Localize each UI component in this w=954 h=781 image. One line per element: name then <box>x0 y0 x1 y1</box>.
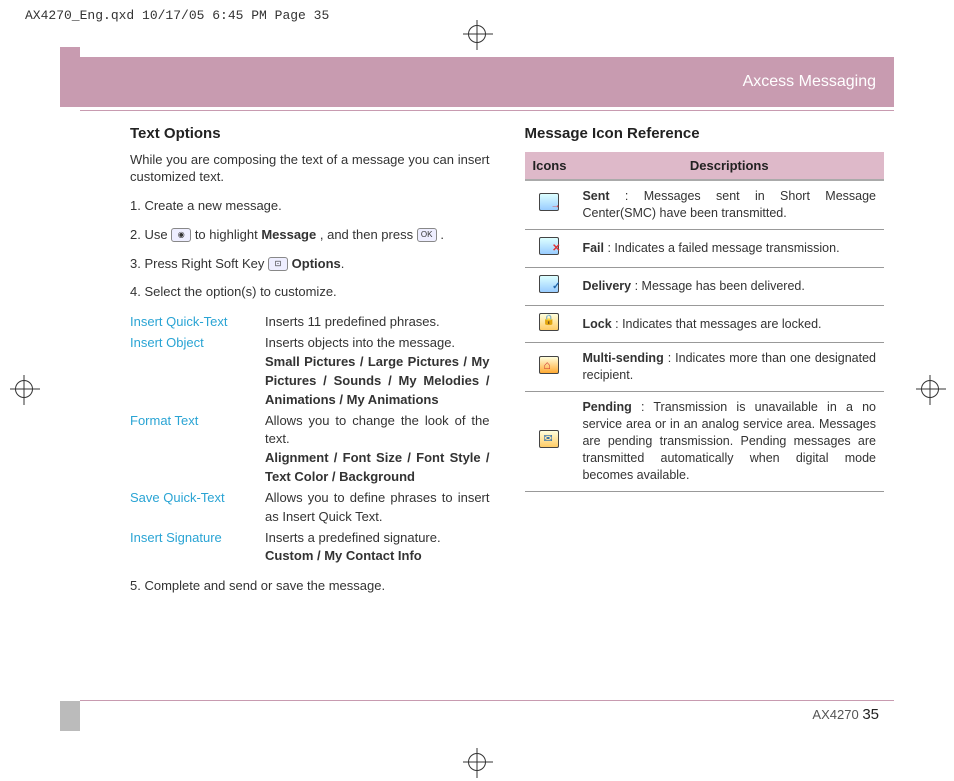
opt-sig-desc: Inserts a predefined signature. Custom /… <box>265 529 490 567</box>
opt-sig-text: Inserts a predefined signature. <box>265 530 441 545</box>
opt-obj-label: Insert Object <box>130 334 265 409</box>
crop-mark-left <box>15 380 33 398</box>
opt-insert-quick-text: Insert Quick-Text Inserts 11 predefined … <box>130 313 490 332</box>
crop-mark-top <box>468 25 486 43</box>
right-column: Message Icon Reference Icons Description… <box>525 125 885 607</box>
delivery-icon <box>539 275 559 293</box>
icon-reference-table: Icons Descriptions Sent : Messages sent … <box>525 152 885 492</box>
step3-options-bold: Options <box>292 256 341 271</box>
sent-text: : Messages sent in Short Message Center(… <box>582 189 876 220</box>
file-header: AX4270_Eng.qxd 10/17/05 6:45 PM Page 35 <box>25 8 329 23</box>
multi-sending-icon <box>539 356 559 374</box>
step2-part-d: . <box>440 227 444 242</box>
step2-part-c: , and then press <box>320 227 417 242</box>
icon-reference-heading: Message Icon Reference <box>525 125 885 142</box>
opt-insert-object: Insert Object Inserts objects into the m… <box>130 334 490 409</box>
fail-text: : Indicates a failed message transmissio… <box>604 241 840 255</box>
page-frame: Axcess Messaging Text Options While you … <box>60 47 894 731</box>
step3-part-b: . <box>341 256 345 271</box>
page-digits: 35 <box>862 706 879 723</box>
lock-text: : Indicates that messages are locked. <box>612 317 822 331</box>
crop-mark-right <box>921 380 939 398</box>
opt-obj-desc: Inserts objects into the message. Small … <box>265 334 490 409</box>
step-4: 4. Select the option(s) to customize. <box>130 284 490 301</box>
step-3: 3. Press Right Soft Key ⊡ Options. <box>130 256 490 273</box>
opt-sig-bold: Custom / My Contact Info <box>265 548 422 563</box>
opt-format-text: Format Text Allows you to change the loo… <box>130 412 490 487</box>
step2-part-a: 2. Use <box>130 227 171 242</box>
pending-bold: Pending <box>582 400 631 414</box>
top-banner: Axcess Messaging <box>80 57 894 107</box>
softkey-icon: ⊡ <box>268 257 288 271</box>
footer-left-accent <box>60 701 80 731</box>
step2-message-bold: Message <box>261 227 316 242</box>
left-column: Text Options While you are composing the… <box>130 125 490 607</box>
step2-part-b: to highlight <box>195 227 262 242</box>
header-rule <box>80 110 894 111</box>
opt-save-quick-text: Save Quick-Text Allows you to define phr… <box>130 489 490 527</box>
opt-fmt-bold: Alignment / Font Size / Font Style / Tex… <box>265 450 490 484</box>
opt-obj-bold: Small Pictures / Large Pictures / My Pic… <box>265 354 490 407</box>
sent-icon <box>539 193 559 211</box>
delivery-text: : Message has been delivered. <box>631 279 805 293</box>
fail-bold: Fail <box>582 241 604 255</box>
delivery-bold: Delivery <box>582 279 631 293</box>
model-number: AX4270 <box>812 707 858 722</box>
table-header-row: Icons Descriptions <box>525 152 885 180</box>
step-1: 1. Create a new message. <box>130 198 490 215</box>
text-options-intro: While you are composing the text of a me… <box>130 152 490 186</box>
content-area: Text Options While you are composing the… <box>130 125 884 607</box>
opt-save-label: Save Quick-Text <box>130 489 265 527</box>
pending-icon <box>539 430 559 448</box>
crop-mark-bottom <box>468 753 486 771</box>
opt-sig-label: Insert Signature <box>130 529 265 567</box>
page-number: AX4270 35 <box>812 706 879 723</box>
opt-fmt-text: Allows you to change the look of the tex… <box>265 413 490 447</box>
multi-bold: Multi-sending <box>582 351 663 365</box>
text-options-heading: Text Options <box>130 125 490 142</box>
top-left-accent <box>60 47 80 107</box>
opt-quick-label: Insert Quick-Text <box>130 313 265 332</box>
row-lock: Lock : Indicates that messages are locke… <box>525 305 885 343</box>
step-5: 5. Complete and send or save the message… <box>130 578 490 595</box>
th-descriptions: Descriptions <box>574 152 884 180</box>
row-multi: Multi-sending : Indicates more than one … <box>525 343 885 392</box>
row-sent: Sent : Messages sent in Short Message Ce… <box>525 180 885 229</box>
fail-icon <box>539 237 559 255</box>
th-icons: Icons <box>525 152 575 180</box>
footer-rule <box>80 700 894 701</box>
banner-title: Axcess Messaging <box>743 73 876 91</box>
opt-fmt-label: Format Text <box>130 412 265 487</box>
opt-fmt-desc: Allows you to change the look of the tex… <box>265 412 490 487</box>
row-fail: Fail : Indicates a failed message transm… <box>525 229 885 267</box>
opt-save-desc: Allows you to define phrases to insert a… <box>265 489 490 527</box>
lock-bold: Lock <box>582 317 611 331</box>
step3-part-a: 3. Press Right Soft Key <box>130 256 268 271</box>
opt-insert-signature: Insert Signature Inserts a predefined si… <box>130 529 490 567</box>
sent-bold: Sent <box>582 189 609 203</box>
row-pending: Pending : Transmission is unavailable in… <box>525 392 885 491</box>
row-delivery: Delivery : Message has been delivered. <box>525 267 885 305</box>
nav-key-icon: ◉ <box>171 228 191 242</box>
opt-quick-desc: Inserts 11 predefined phrases. <box>265 313 490 332</box>
ok-key-icon: OK <box>417 228 437 242</box>
lock-icon <box>539 313 559 331</box>
opt-obj-text: Inserts objects into the message. <box>265 335 455 350</box>
step-2: 2. Use ◉ to highlight Message , and then… <box>130 227 490 244</box>
